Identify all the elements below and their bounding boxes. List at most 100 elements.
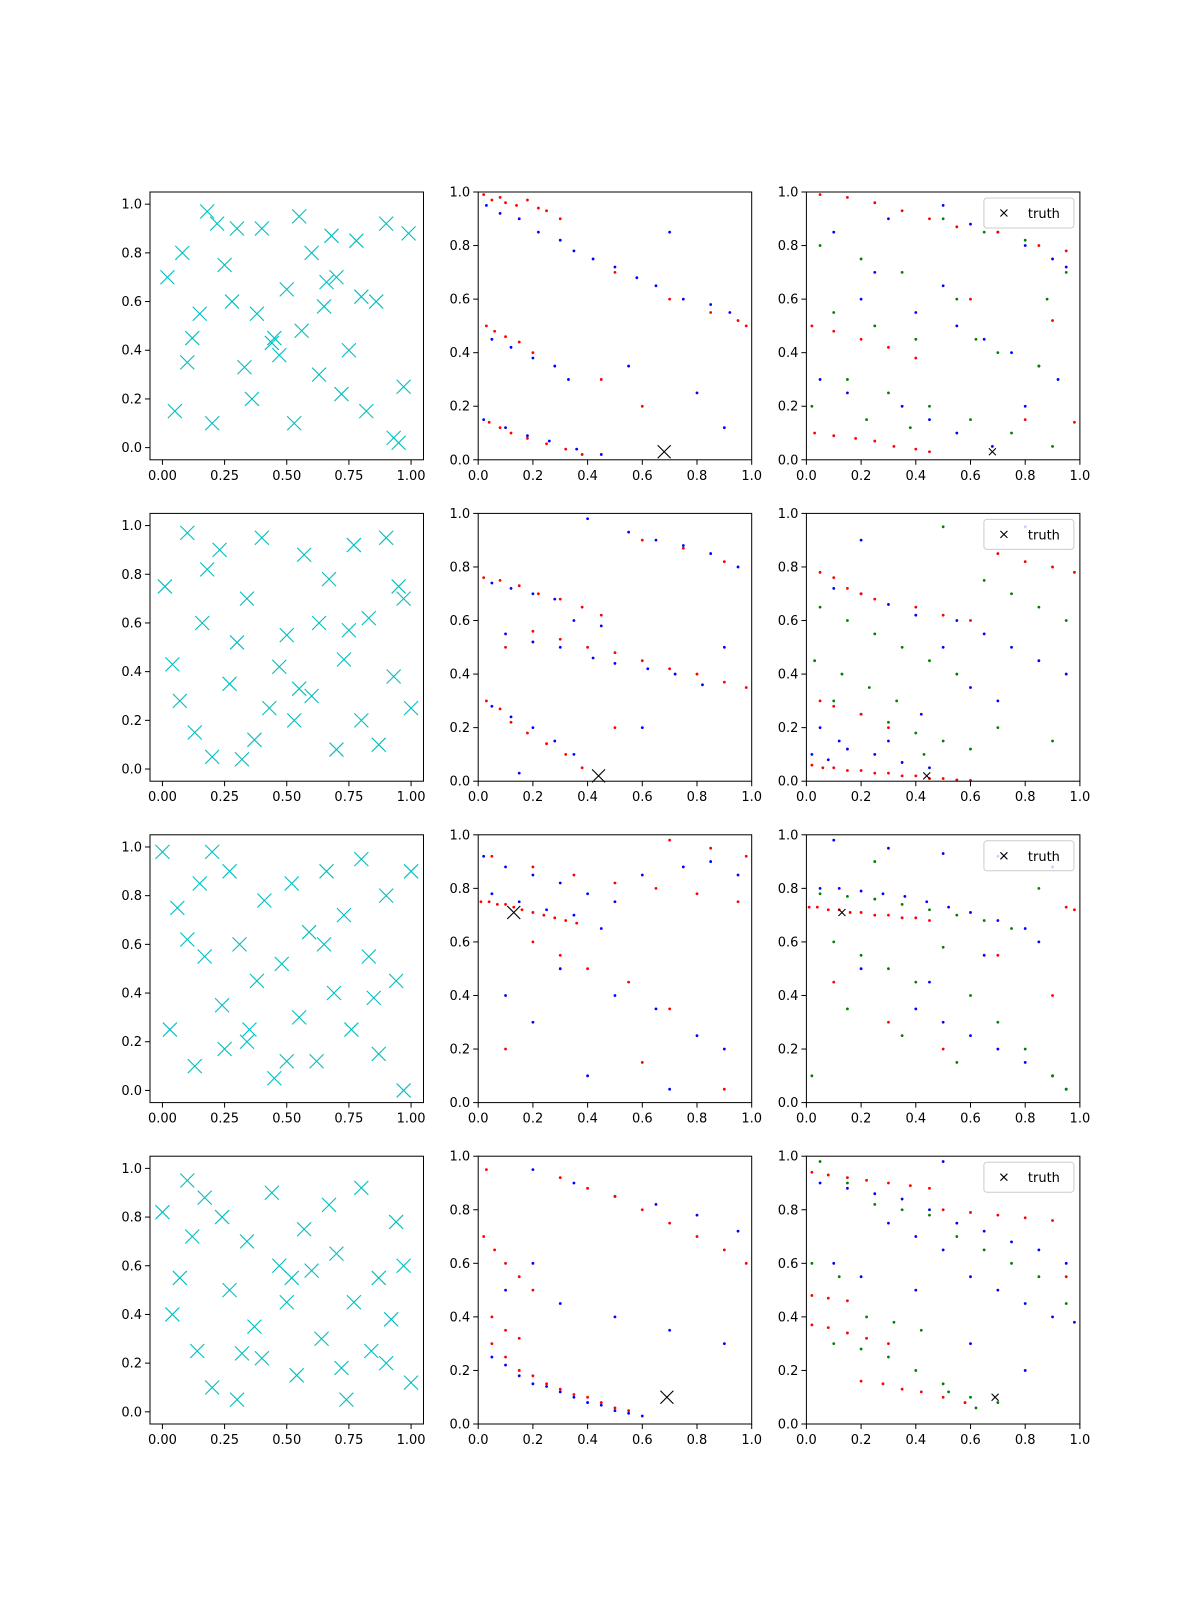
point (517, 771, 521, 775)
point (504, 1261, 507, 1265)
point (586, 967, 589, 971)
x-tick-label: 0.8 (1015, 790, 1036, 805)
point (914, 1007, 918, 1011)
point (887, 1355, 890, 1359)
point (818, 605, 822, 609)
y-tick-label: 0.8 (778, 239, 799, 254)
point (526, 434, 529, 438)
point (969, 1395, 972, 1399)
point (542, 913, 546, 917)
x-marker (378, 216, 394, 232)
point (1010, 1240, 1013, 1244)
x-marker (329, 742, 344, 757)
point (996, 230, 1000, 234)
point (846, 1007, 849, 1011)
y-tick-label: 0.8 (778, 560, 799, 575)
point (818, 193, 822, 197)
point (599, 613, 603, 617)
y-tick-label: 0.2 (450, 400, 471, 415)
point (1023, 418, 1027, 422)
point (826, 1173, 830, 1177)
point (865, 1315, 868, 1319)
point (640, 726, 644, 730)
point (531, 873, 535, 877)
point (810, 753, 814, 756)
subplot: 0.0 0.2 0.4 0.6 0.8 1.0 0.0 0.2 0.4 0.6 0.8 1.0 trut… (778, 1150, 1091, 1448)
point (572, 619, 576, 622)
point (736, 873, 740, 877)
point (668, 1087, 672, 1091)
point (613, 270, 617, 274)
point (487, 900, 491, 904)
point (887, 1020, 890, 1024)
point (640, 873, 644, 877)
point (744, 1261, 748, 1265)
x-marker (199, 562, 215, 577)
point (531, 1382, 535, 1386)
point (531, 351, 535, 355)
x-marker (346, 1294, 362, 1310)
point (914, 447, 918, 451)
point (545, 1382, 548, 1386)
point (859, 712, 863, 716)
point (887, 726, 890, 730)
point (545, 209, 548, 213)
x-marker (192, 876, 208, 891)
x-marker (266, 330, 282, 346)
point (859, 889, 863, 893)
point (490, 1315, 494, 1319)
point (586, 1401, 589, 1404)
y-tick-label: 0.6 (121, 1259, 142, 1274)
point (887, 1181, 890, 1185)
x-tick-label: 0.4 (577, 469, 598, 484)
point (627, 980, 631, 984)
point (887, 913, 890, 917)
point (558, 1302, 562, 1305)
point (914, 1235, 918, 1238)
x-tick-label: 0.6 (960, 1433, 981, 1448)
point (1037, 659, 1041, 663)
x-tick-label: 0.75 (334, 1112, 363, 1127)
x-marker (204, 749, 220, 765)
point (928, 766, 931, 770)
point (914, 337, 918, 341)
point (640, 1208, 644, 1212)
x-tick-label: 0.0 (796, 1433, 817, 1448)
axes-frame (149, 512, 424, 782)
point (744, 686, 748, 689)
point (1037, 364, 1041, 368)
legend: truth (983, 518, 1075, 550)
point (517, 584, 521, 588)
point (892, 445, 896, 448)
point (900, 1034, 904, 1038)
point (846, 1186, 849, 1190)
point (1023, 244, 1027, 247)
point (859, 911, 863, 914)
x-marker (254, 1350, 270, 1366)
point (873, 913, 877, 917)
point (955, 672, 959, 676)
point (580, 605, 584, 609)
point (955, 1061, 959, 1064)
x-tick-label: 0.00 (148, 1433, 177, 1448)
point (832, 311, 836, 314)
point (613, 1409, 617, 1413)
point (832, 699, 836, 703)
point (553, 364, 557, 368)
x-tick-label: 0.50 (272, 1433, 301, 1448)
point (969, 1342, 972, 1346)
x-marker (286, 712, 302, 728)
point (982, 578, 986, 582)
x-marker (311, 615, 327, 631)
point (1051, 257, 1054, 261)
x-tick-label: 0.6 (960, 1112, 981, 1127)
point (1056, 378, 1060, 381)
point (810, 763, 814, 767)
point (536, 230, 540, 234)
point (1010, 927, 1013, 930)
x-marker (396, 591, 411, 606)
point (485, 1168, 488, 1171)
y-tick-label: 0.0 (778, 775, 799, 790)
point (586, 517, 589, 521)
point (914, 980, 918, 984)
